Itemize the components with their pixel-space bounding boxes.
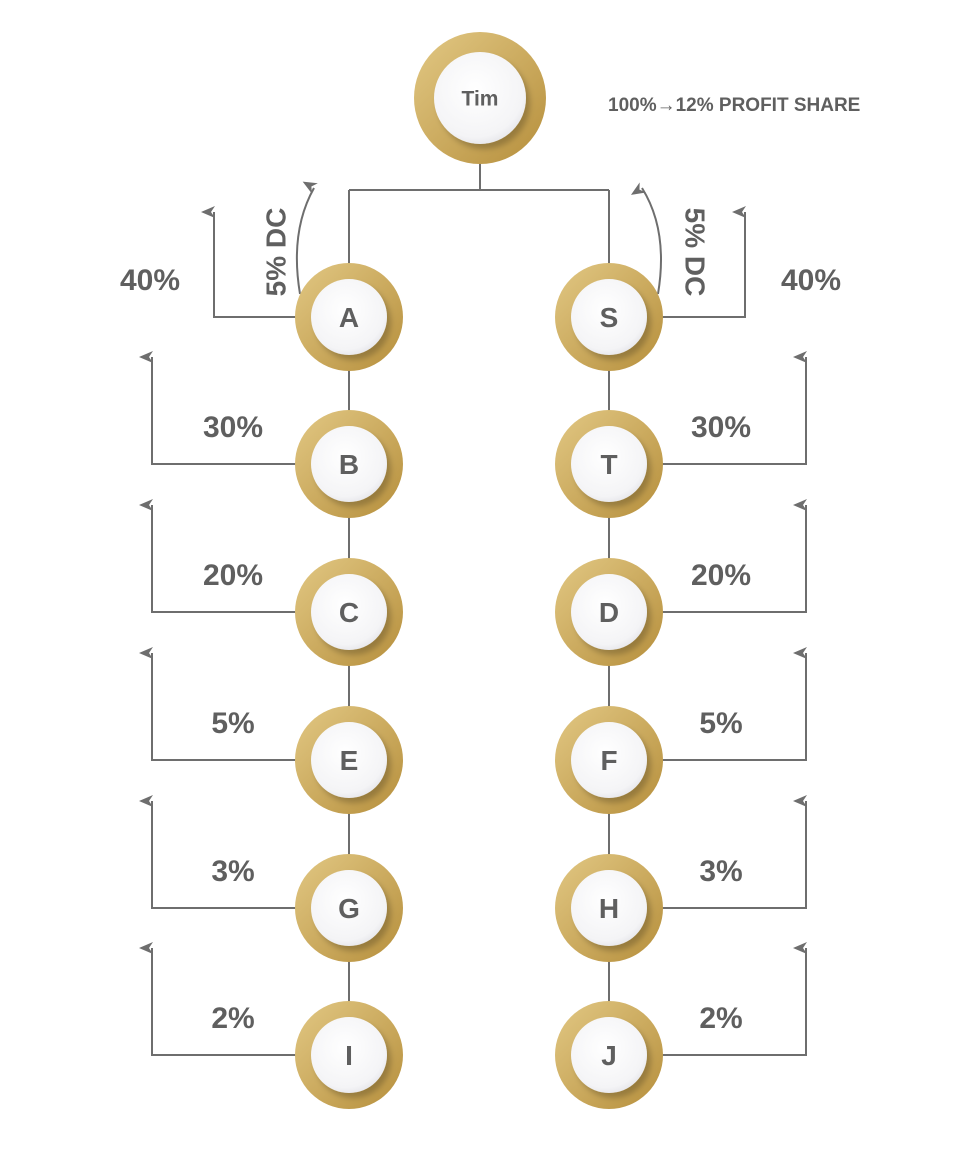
node-h-label: H (599, 893, 619, 924)
node-i-label: I (345, 1040, 353, 1071)
node-e-disc (311, 722, 387, 798)
right-share-arrow-d (661, 499, 807, 613)
node-s: S (555, 263, 663, 371)
right-share-arrow-h (661, 795, 807, 909)
node-d: D (555, 558, 663, 666)
node-c-label: C (339, 597, 359, 628)
left-share-label-a: 40% (120, 264, 180, 297)
node-s-label: S (600, 302, 619, 333)
node-h: H (555, 854, 663, 962)
node-j-label: J (601, 1040, 617, 1071)
node-a-disc (311, 279, 387, 355)
right-share-arrow-s (655, 206, 746, 318)
node-b-disc (311, 426, 387, 502)
arrows-layer: 40% 30% 20% 5% 3% 2% 40% 30% 20% 5% 3% 2% (120, 181, 841, 1056)
right-share-label-j: 2% (699, 1002, 742, 1035)
node-c: C (295, 558, 403, 666)
right-share-label-s: 40% (781, 264, 841, 297)
node-i-disc (311, 1017, 387, 1093)
node-f-label: F (600, 745, 617, 776)
node-f-disc (571, 722, 647, 798)
right-share-label-t: 30% (691, 411, 751, 444)
root-connector (348, 148, 610, 317)
node-d-label: D (599, 597, 619, 628)
node-t: T (555, 410, 663, 518)
node-a: A (295, 263, 403, 371)
right-share-label-h: 3% (699, 855, 742, 888)
node-i: I (295, 1001, 403, 1109)
right-share-arrow-t (661, 351, 807, 465)
node-t-disc (571, 426, 647, 502)
profit-share-label: 100%→12% PROFIT SHARE (608, 95, 860, 116)
nodes-layer: Tim A B C E G I S T D F H J (295, 32, 663, 1109)
node-tim: Tim (414, 32, 546, 164)
left-dc-label: 5% DC (260, 208, 291, 297)
left-share-arrow-a (201, 206, 303, 318)
node-g: G (295, 854, 403, 962)
node-g-disc (311, 870, 387, 946)
node-e-label: E (340, 745, 359, 776)
node-b: B (295, 410, 403, 518)
node-b-label: B (339, 449, 359, 480)
right-share-arrow-j (661, 942, 807, 1056)
node-e: E (295, 706, 403, 814)
left-share-arrow-b (139, 351, 297, 465)
left-share-label-b: 30% (203, 411, 263, 444)
node-t-label: T (600, 449, 617, 480)
node-h-disc (571, 870, 647, 946)
node-s-disc (571, 279, 647, 355)
node-d-disc (571, 574, 647, 650)
node-a-label: A (339, 302, 359, 333)
node-g-label: G (338, 893, 360, 924)
left-share-label-g: 3% (211, 855, 254, 888)
left-share-arrow-i (139, 942, 297, 1056)
left-share-arrow-e (139, 647, 297, 761)
left-share-label-e: 5% (211, 707, 254, 740)
left-share-arrow-g (139, 795, 297, 909)
node-j: J (555, 1001, 663, 1109)
right-share-label-d: 20% (691, 559, 751, 592)
right-share-label-f: 5% (699, 707, 742, 740)
left-share-label-c: 20% (203, 559, 263, 592)
right-share-arrow-f (661, 647, 807, 761)
left-share-label-i: 2% (211, 1002, 254, 1035)
node-f: F (555, 706, 663, 814)
node-tim-label: Tim (462, 88, 499, 111)
left-dc-arrow (296, 181, 318, 295)
node-c-disc (311, 574, 387, 650)
right-dc-arrow (630, 182, 662, 295)
node-j-disc (571, 1017, 647, 1093)
node-tim-disc (434, 52, 526, 144)
left-share-arrow-c (139, 499, 297, 613)
right-dc-label: 5% DC (680, 208, 711, 297)
